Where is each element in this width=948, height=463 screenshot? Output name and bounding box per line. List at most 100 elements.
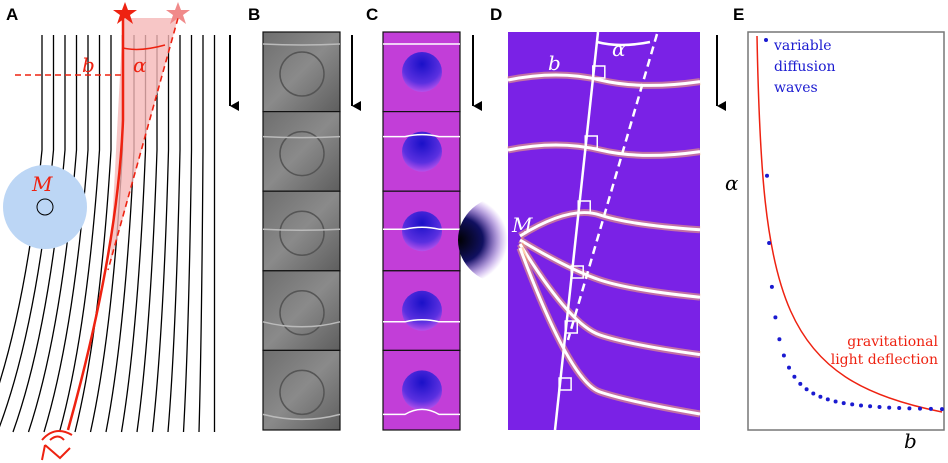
apparent-ray <box>107 17 179 271</box>
plot-frame <box>747 31 945 431</box>
wave <box>383 226 460 230</box>
star <box>113 2 137 24</box>
dot <box>868 404 873 409</box>
dot <box>764 38 768 42</box>
wave <box>383 133 460 138</box>
panel-letter: E <box>733 5 744 24</box>
wave <box>262 43 341 46</box>
wave <box>383 319 460 323</box>
band <box>518 243 701 357</box>
angle-arc <box>122 44 166 51</box>
wave-front <box>151 35 170 433</box>
dot <box>907 406 912 411</box>
apparent-ray <box>566 33 659 341</box>
dot <box>897 406 902 410</box>
wave <box>262 135 341 139</box>
band <box>518 247 701 416</box>
dot <box>928 406 933 411</box>
wave-front <box>136 35 158 433</box>
light-ray <box>66 18 125 431</box>
dot <box>818 394 823 399</box>
frame <box>262 110 341 192</box>
frame <box>262 349 341 431</box>
dot <box>877 405 882 409</box>
obstacle <box>279 290 325 336</box>
obstacle <box>402 52 442 92</box>
diffusion-points <box>764 38 944 412</box>
obstacle <box>402 290 442 331</box>
obstacle <box>402 370 442 411</box>
frame <box>262 190 341 272</box>
dot <box>940 407 944 412</box>
mass <box>36 198 54 216</box>
dot <box>765 173 769 178</box>
dot <box>804 387 809 392</box>
dot <box>833 399 838 404</box>
dot <box>777 337 782 342</box>
band <box>507 73 701 87</box>
sim-frames <box>382 31 461 431</box>
dot <box>769 284 774 289</box>
obstacle <box>279 51 325 97</box>
legend-text: gravitational <box>847 334 938 350</box>
dot <box>918 406 922 411</box>
panel-letter: C <box>366 5 378 24</box>
wave <box>262 321 341 328</box>
label-alpha: α <box>133 53 147 77</box>
band <box>507 143 701 157</box>
panel-letter: D <box>490 5 502 24</box>
wave-front <box>43 35 89 433</box>
legend-text: light deflection <box>831 352 938 368</box>
dot <box>798 381 803 386</box>
wave-front <box>198 35 204 433</box>
wave-front <box>182 35 193 433</box>
dot <box>811 391 816 396</box>
panel-letter: B <box>248 5 260 24</box>
legend-text: diffusion <box>774 59 836 75</box>
photo-frames <box>262 31 341 431</box>
label-b: b <box>548 51 561 75</box>
dot <box>825 397 830 402</box>
band <box>519 211 701 238</box>
obstacle <box>402 131 442 172</box>
dot <box>841 401 846 406</box>
obstacle <box>279 130 325 177</box>
dot <box>792 374 797 379</box>
frame <box>262 270 341 351</box>
wave-front <box>58 35 101 433</box>
obstacle <box>402 211 442 252</box>
dot <box>773 315 778 320</box>
wave-fronts <box>0 35 216 433</box>
dot <box>767 241 772 245</box>
wave <box>262 228 341 231</box>
wave-front <box>74 35 112 433</box>
ray <box>553 31 600 431</box>
mass-dark <box>458 195 558 285</box>
observer-eye <box>41 430 73 461</box>
dot <box>887 405 892 410</box>
dot <box>787 365 791 370</box>
deflection-curve <box>756 35 943 413</box>
obstacle <box>279 210 325 256</box>
apparent-star <box>166 2 190 24</box>
angle-arc <box>596 40 651 47</box>
label-m: M <box>511 213 533 237</box>
legend-text: waves <box>774 80 818 96</box>
axis-label: b <box>904 429 917 453</box>
obstacle <box>279 369 325 416</box>
wave-front <box>120 35 147 433</box>
wave <box>262 413 341 421</box>
wave-bands <box>507 65 701 418</box>
label-m: M <box>31 172 53 196</box>
dot <box>781 353 786 358</box>
dot <box>859 403 863 408</box>
mass-region <box>3 165 87 249</box>
panel-letter: A <box>6 5 18 24</box>
dot <box>850 402 855 407</box>
label-b: b <box>82 53 95 77</box>
label-alpha: α <box>612 37 626 61</box>
band <box>519 238 701 299</box>
legend-text: variable <box>773 38 832 54</box>
